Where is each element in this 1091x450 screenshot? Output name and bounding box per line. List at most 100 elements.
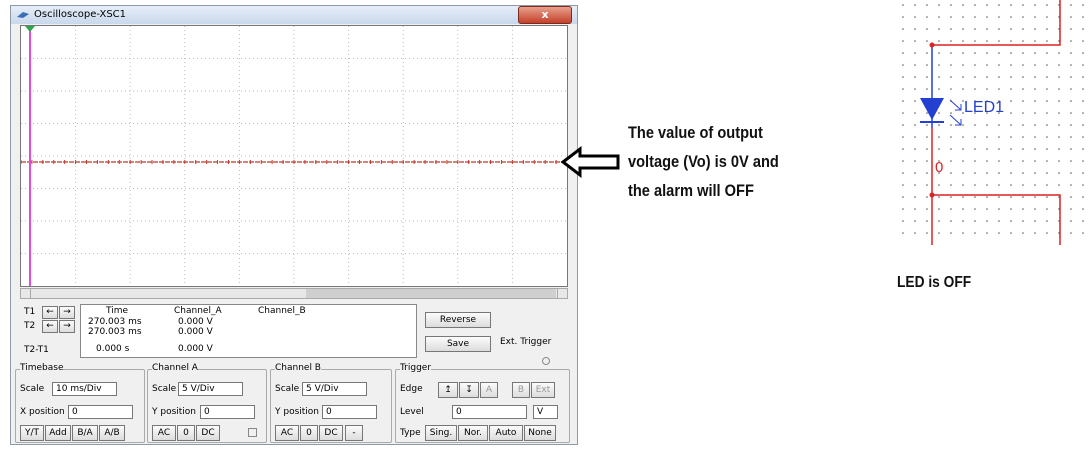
button[interactable]: 0 [300,425,318,441]
grid-dot [914,148,916,150]
grid-dot [1022,220,1024,222]
grid-dot [974,136,976,138]
grid-dot [974,220,976,222]
grid-dot [1046,64,1048,66]
position-field[interactable]: 0 [200,405,255,419]
t2-right[interactable]: → [59,320,75,333]
button[interactable]: 0 [177,425,195,441]
grid-dot [1034,52,1036,54]
scale-field[interactable]: 5 V/Div [302,382,367,396]
button[interactable]: - [345,425,363,441]
button[interactable]: AC [275,425,299,441]
button[interactable]: DC [196,425,220,441]
button[interactable]: A/B [99,425,125,441]
button[interactable]: DC [319,425,343,441]
button[interactable]: Add [45,425,71,441]
grid-dot [1022,4,1024,6]
grid-dot [902,16,904,18]
grid-dot [1070,184,1072,186]
button[interactable]: B/A [72,425,98,441]
t2-left[interactable]: ← [42,320,58,333]
button[interactable]: B [512,382,530,398]
button[interactable]: None [524,425,556,441]
grid-dot [1058,136,1060,138]
scroll-left[interactable] [21,289,31,298]
grid-dot [974,148,976,150]
grid-dot [1022,40,1024,42]
grid-dot [1082,88,1084,90]
level-field[interactable]: 0 [452,405,527,419]
grid-dot [1082,112,1084,114]
grid-dot [974,76,976,78]
grid-dot [1010,40,1012,42]
grid-dot [1010,208,1012,210]
button[interactable]: Y/T [20,425,44,441]
t1-label: T1 [24,307,36,317]
radio[interactable] [542,357,550,365]
grid-dot [974,28,976,30]
t1-right[interactable]: → [59,306,75,319]
grid-dot [1010,88,1012,90]
ext-trigger-label: Ext. Trigger [500,337,552,347]
grid-dot [962,76,964,78]
scroll-thumb[interactable] [306,289,556,298]
grid-dot [1070,16,1072,18]
grid-dot [926,76,928,78]
rising-edge[interactable]: ↥ [438,382,458,398]
scope-grid [20,26,568,286]
grid-dot [1082,184,1084,186]
grid-dot [1034,124,1036,126]
grid-dot [902,184,904,186]
button[interactable]: Nor. [458,425,488,441]
grid-dot [1010,16,1012,18]
grid-dot [950,124,952,126]
grid-dot [1010,52,1012,54]
position-field[interactable]: 0 [322,405,377,419]
scale-field[interactable]: 5 V/Div [178,382,243,396]
button[interactable]: Auto [489,425,523,441]
grid-dot [1046,88,1048,90]
falling-edge[interactable]: ↧ [459,382,479,398]
scroll-right[interactable] [557,289,567,298]
scale-field[interactable]: 10 ms/Div [52,382,117,396]
grid-dot [938,28,940,30]
t1-left[interactable]: ← [42,306,58,319]
grid-dot [950,196,952,198]
grid-dot [962,112,964,114]
save-button[interactable]: Save [425,336,491,352]
grid-dot [1058,184,1060,186]
button[interactable]: Sing. [425,425,457,441]
grid-dot [1034,232,1036,234]
button[interactable]: AC [152,425,176,441]
close-button[interactable]: x [518,6,572,24]
reverse-button[interactable]: Reverse [425,312,491,328]
grid-dot [998,4,1000,6]
grid-dot [1010,220,1012,222]
grid-dot [1070,76,1072,78]
grid-dot [902,172,904,174]
scrollbar[interactable] [20,288,568,299]
header-channel-b: Channel_B [258,306,306,316]
grid-dot [926,40,928,42]
grid-dot [974,112,976,114]
grid-dot [902,220,904,222]
checkbox[interactable] [248,428,257,437]
grid-dot [974,124,976,126]
group-title: Channel B [275,363,321,373]
position-field[interactable]: 0 [68,405,133,419]
grid-dot [962,124,964,126]
grid-dot [1034,208,1036,210]
channel-b-group [270,369,392,443]
grid-dot [1070,52,1072,54]
button[interactable]: Ext [531,382,555,398]
level-unit[interactable]: V [533,405,558,419]
grid-dot [938,196,940,198]
grid-dot [1010,28,1012,30]
group-title: Channel A [152,363,198,373]
button[interactable]: A [480,382,498,398]
grid-dot [926,172,928,174]
grid-dot [926,28,928,30]
grid-dot [914,100,916,102]
grid-dot [1070,28,1072,30]
